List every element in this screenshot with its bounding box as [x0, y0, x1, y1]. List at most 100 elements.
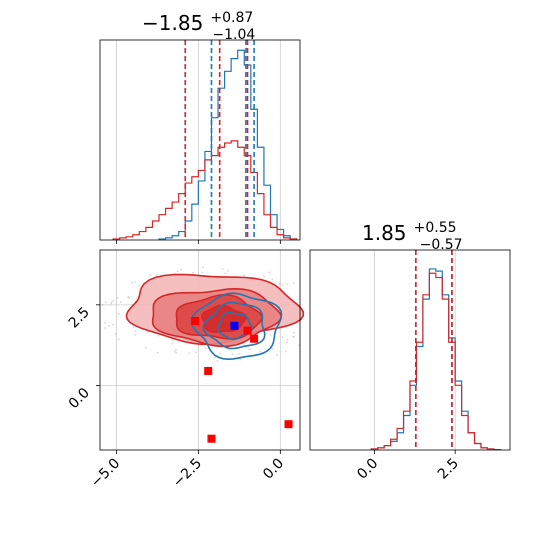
joint-x-tick-label-0: −5.0	[88, 456, 123, 491]
sample-point	[188, 352, 191, 355]
contour-level-4	[190, 292, 283, 361]
sample-point	[243, 274, 246, 277]
sample-point	[293, 331, 295, 334]
y-marginal-ticks: 0.0 2.5	[354, 450, 462, 483]
sample-point	[175, 351, 178, 354]
y-marginal-quantile-lines	[415, 250, 453, 450]
sample-point	[133, 333, 136, 336]
sample-point	[259, 350, 262, 353]
sample-point	[112, 299, 115, 302]
sample-point	[282, 284, 284, 286]
sample-point	[127, 296, 130, 298]
joint-x-tick-label-2: 0.0	[260, 456, 287, 483]
marker-6	[284, 420, 293, 429]
y-marginal-title: 1.85 +0.55 −0.57	[362, 217, 463, 253]
sample-point	[173, 350, 176, 353]
histogram-series-1	[370, 272, 501, 451]
y-marginal-panel: 1.85 +0.55 −0.57 0.0 2.5	[309, 217, 511, 483]
sample-point	[279, 283, 281, 286]
sample-point	[104, 321, 106, 324]
sample-point	[271, 347, 274, 350]
joint-frame	[99, 249, 301, 451]
sample-point	[263, 275, 265, 278]
sample-point	[176, 270, 179, 273]
marker-3	[250, 334, 259, 343]
sample-point	[271, 278, 274, 281]
sample-point	[231, 353, 234, 355]
sample-point	[224, 272, 227, 275]
marker-5	[207, 434, 216, 443]
sample-point	[134, 281, 137, 284]
sample-point	[156, 351, 159, 354]
x-marginal-quantile-lines	[184, 40, 255, 240]
sample-point	[293, 336, 295, 338]
sample-point	[276, 354, 278, 356]
x-marginal-title-main: −1.85	[142, 11, 203, 35]
x-marginal-frame	[99, 39, 301, 241]
sample-point	[219, 352, 221, 355]
sample-point	[146, 330, 149, 333]
sample-point	[268, 271, 271, 274]
sample-point	[131, 281, 134, 284]
x-marginal-title-sup: +0.87	[210, 10, 253, 26]
sample-point	[116, 297, 119, 299]
x-marginal-title: −1.85 +0.87 −1.04	[142, 7, 258, 43]
joint-y-tick-label-0: 0.0	[66, 385, 93, 412]
x-marginal-panel: −1.85 +0.87 −1.04	[99, 7, 301, 244]
sample-point	[265, 331, 268, 334]
sample-point	[119, 301, 122, 303]
sample-point	[214, 356, 217, 359]
y-marginal-frame	[309, 249, 511, 451]
sample-point	[204, 347, 207, 350]
sample-point	[171, 342, 174, 345]
x-marginal-grid	[115, 40, 281, 240]
sample-point	[221, 268, 224, 271]
sample-point	[194, 351, 197, 354]
y-marginal-title-sup: +0.55	[414, 220, 457, 236]
sample-point	[108, 325, 110, 327]
y-marginal-histograms	[370, 268, 501, 451]
sample-point	[104, 327, 107, 329]
marker-2	[243, 326, 252, 335]
sample-point	[132, 326, 135, 329]
sample-point	[269, 334, 272, 336]
sample-point	[284, 350, 287, 353]
marker-4	[204, 366, 213, 375]
contour-level-5	[202, 301, 266, 350]
joint-y-tick-label-1: 2.5	[66, 304, 93, 331]
sample-point	[112, 323, 114, 326]
sample-point	[102, 303, 104, 306]
joint-panel: −5.0 −2.5 0.0 0.0 2.5	[66, 249, 305, 491]
sample-point	[180, 268, 182, 271]
y-marginal-tick-label-0: 0.0	[354, 456, 381, 483]
histogram-series-0	[158, 49, 298, 240]
sample-point	[117, 313, 120, 315]
sample-point	[110, 302, 113, 305]
marker-1	[191, 316, 200, 325]
sample-point	[249, 348, 252, 351]
sample-point	[104, 301, 107, 304]
y-marginal-title-sub: −0.57	[420, 237, 463, 253]
sample-point	[118, 338, 120, 341]
sample-point	[144, 346, 147, 349]
histogram-series-1	[112, 140, 298, 240]
sample-point	[239, 358, 242, 361]
y-marginal-title-main: 1.85	[362, 221, 407, 245]
sample-point	[192, 271, 194, 274]
joint-contours	[125, 273, 305, 361]
histogram-series-0	[370, 268, 495, 450]
sample-point	[157, 334, 160, 337]
sample-point	[237, 353, 240, 355]
joint-x-tick-label-1: −2.5	[170, 456, 205, 491]
sample-point	[134, 330, 137, 332]
sample-point	[149, 274, 151, 277]
sample-point	[175, 348, 177, 351]
sample-point	[155, 273, 158, 276]
y-marginal-grid	[374, 250, 456, 450]
sample-point	[286, 338, 289, 341]
sample-point	[114, 333, 117, 336]
sample-point	[227, 269, 229, 272]
sample-point	[293, 282, 295, 284]
sample-point	[201, 271, 203, 274]
